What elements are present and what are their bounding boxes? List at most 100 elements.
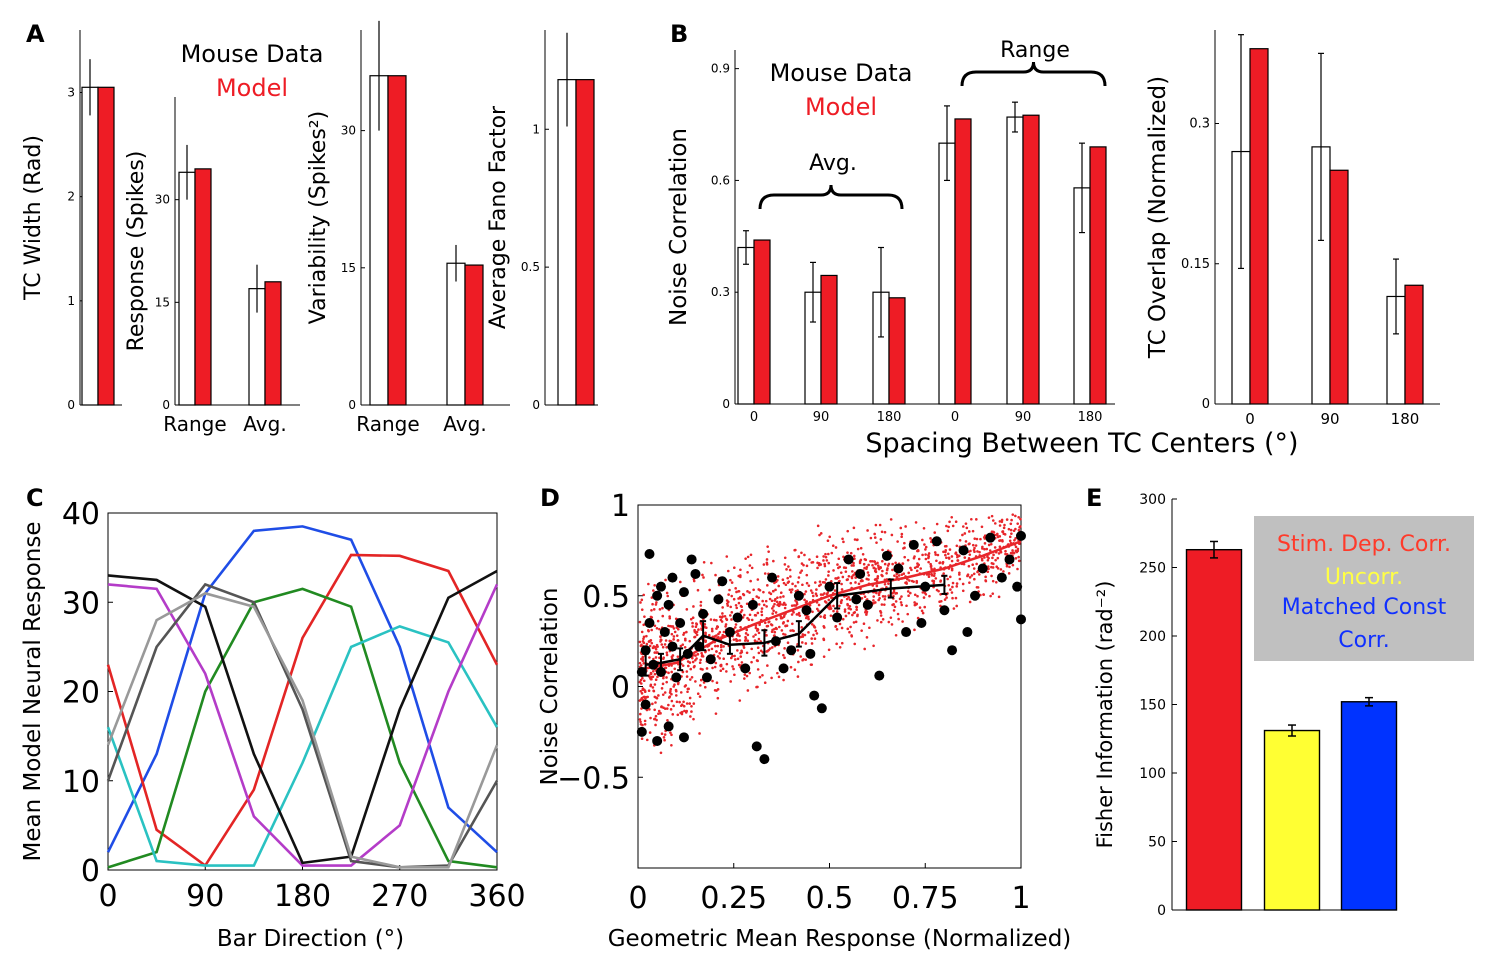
d-model-point (941, 562, 945, 565)
d-model-point (971, 543, 975, 547)
d-model-point (934, 553, 937, 556)
d-model-point (662, 676, 665, 680)
d-model-point (654, 647, 658, 651)
d-model-point (912, 580, 915, 583)
d-model-point (713, 665, 717, 669)
d-model-point (846, 578, 849, 581)
d-model-point (716, 655, 720, 658)
d-data-point (809, 690, 820, 701)
d-model-point (692, 702, 696, 705)
d-model-point (746, 633, 750, 637)
d-model-point (838, 565, 842, 569)
d-model-point (975, 518, 978, 521)
d-model-point (841, 575, 845, 579)
d-ytick-label: −0.5 (557, 761, 630, 796)
d-model-point (804, 590, 808, 593)
d-model-point (774, 611, 778, 614)
d-xtick-label: 0.75 (892, 881, 959, 916)
d-model-point (771, 589, 775, 593)
d-model-point (735, 639, 738, 643)
d-model-point (998, 545, 1002, 549)
d-model-point (745, 628, 749, 632)
d-model-point (1009, 551, 1013, 555)
d-model-point (642, 623, 645, 627)
e-legend-item: Uncorr. (1325, 565, 1403, 590)
a1-ytick-label: 1 (67, 294, 75, 308)
a2-ytick-label: 30 (155, 193, 170, 207)
d-model-point (933, 572, 936, 575)
d-model-point (784, 583, 788, 587)
legend-b-data: Mouse Data (770, 59, 913, 87)
d-model-point (745, 674, 749, 678)
d-model-point (834, 625, 837, 628)
d-model-point (873, 532, 876, 536)
d-data-point (732, 612, 743, 623)
d-model-point (851, 570, 854, 573)
d-model-point (839, 600, 843, 604)
d-model-point (756, 627, 759, 631)
d-model-point (669, 731, 672, 734)
d-model-point (951, 585, 954, 589)
d-model-point (638, 661, 642, 665)
e-legend-item: Stim. Dep. Corr. (1277, 532, 1451, 557)
d-model-point (849, 625, 852, 629)
d-model-point (981, 547, 984, 550)
chart-a1: 0 1 2 3 TC Width (Rad) (21, 30, 122, 412)
d-model-point (880, 573, 883, 577)
d-model-point (647, 689, 651, 693)
d-model-point (725, 670, 728, 673)
d-model-point (699, 604, 703, 607)
d-model-point (948, 548, 952, 551)
panel-label-b: B (670, 20, 688, 48)
d-model-point (870, 559, 874, 563)
a3-bar-data (446, 262, 466, 406)
d-model-point (988, 549, 992, 552)
d-model-point (945, 596, 948, 599)
d-data-point (958, 545, 969, 556)
d-model-point (714, 573, 717, 577)
d-data-point (816, 703, 827, 714)
b-xlabel: Spacing Between TC Centers (°) (865, 428, 1298, 459)
d-model-point (801, 583, 804, 587)
d-model-point (743, 673, 747, 676)
d-model-point (763, 681, 767, 685)
d-model-point (1002, 532, 1006, 536)
d-model-point (1019, 525, 1022, 528)
d-model-point (699, 658, 702, 662)
d-ytick-label: 0 (611, 671, 630, 706)
d-data-point (713, 594, 724, 605)
d-model-point (883, 595, 887, 598)
d-model-point (763, 621, 767, 625)
d-model-point (907, 594, 910, 598)
d-model-point (876, 561, 879, 565)
d-data-point (996, 572, 1007, 583)
d-model-point (932, 574, 936, 578)
d-model-point (832, 609, 835, 613)
d-model-point (905, 604, 908, 608)
d-model-point (900, 532, 904, 536)
d-model-point (942, 572, 945, 575)
d-model-point (772, 605, 775, 608)
d-model-point (685, 675, 689, 678)
d-model-point (640, 737, 644, 740)
d-model-point (1005, 518, 1009, 521)
b1-xtick-label: 180 (877, 410, 902, 425)
d-model-point (671, 654, 675, 657)
d-model-point (739, 604, 743, 608)
d-model-point (654, 656, 658, 659)
d-model-point (653, 708, 656, 712)
d-model-point (776, 671, 779, 675)
d-model-point (748, 671, 752, 675)
d-model-point (932, 581, 936, 585)
d-model-point (650, 608, 653, 612)
d-model-point (715, 681, 719, 684)
chart-b2: 0 0.15 0.3 TC Overlap (Normalized) 0 90 180 (1145, 30, 1440, 428)
d-model-point (863, 557, 867, 561)
d-model-point (663, 738, 666, 742)
d-model-point (966, 574, 970, 577)
d-model-point (689, 667, 693, 671)
d-model-point (921, 538, 924, 542)
d-model-point (848, 630, 851, 634)
d-model-point (670, 670, 673, 674)
